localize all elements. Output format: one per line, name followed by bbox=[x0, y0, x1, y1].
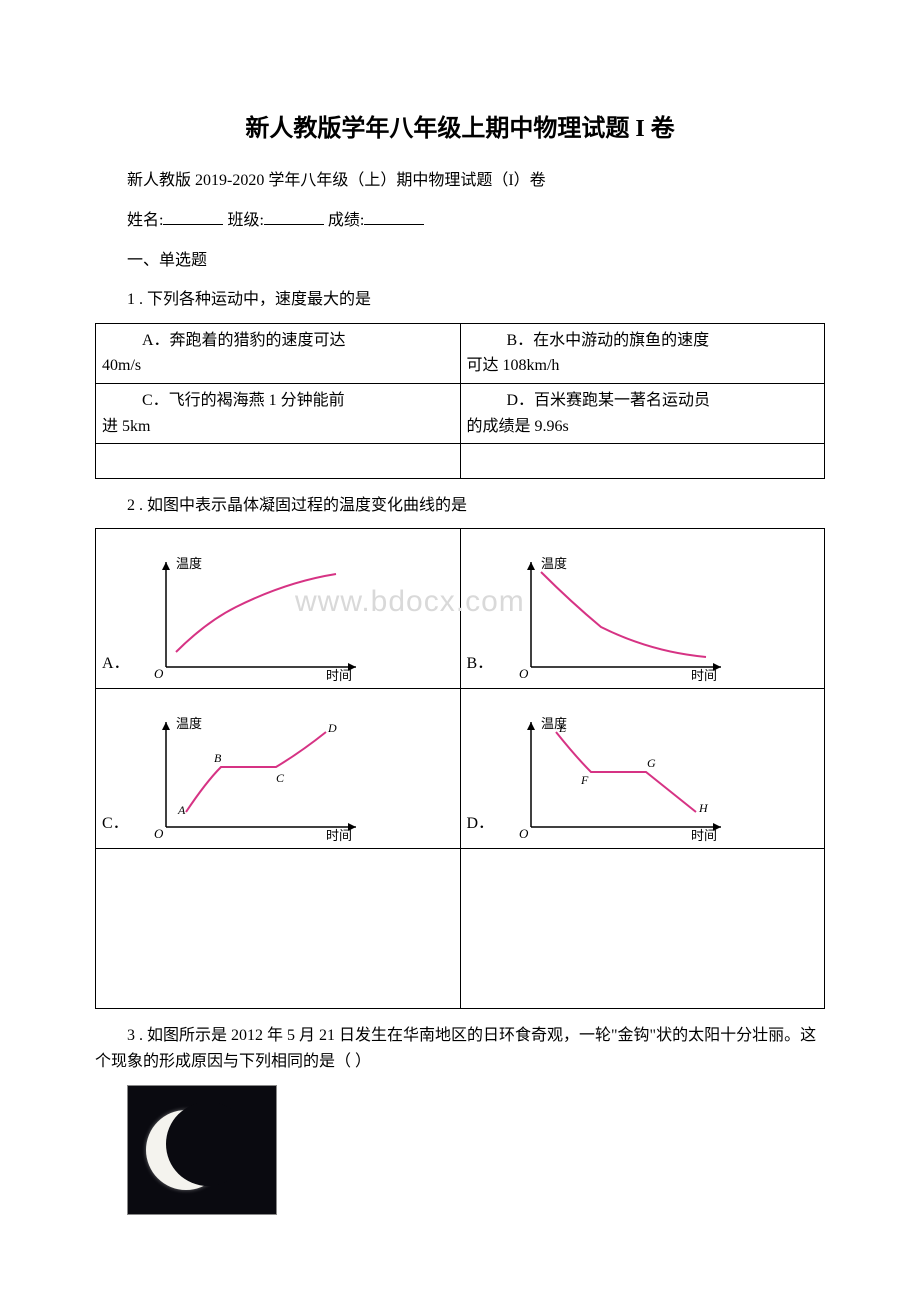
svg-text:温度: 温度 bbox=[541, 556, 567, 571]
svg-text:C: C bbox=[276, 771, 285, 785]
svg-text:O: O bbox=[154, 666, 164, 681]
q2-empty-cell-2 bbox=[460, 849, 825, 1009]
svg-text:温度: 温度 bbox=[176, 716, 202, 731]
svg-text:时间: 时间 bbox=[326, 668, 352, 682]
q2-cell-A: A． 温度 时间 O bbox=[96, 529, 461, 689]
eclipse-photo bbox=[127, 1085, 277, 1215]
q2-graphs-table: A． 温度 时间 O B． bbox=[95, 528, 825, 1009]
svg-text:F: F bbox=[580, 773, 589, 787]
q1-text: 1 . 下列各种运动中，速度最大的是 bbox=[95, 287, 825, 313]
q2-text: 2 . 如图中表示晶体凝固过程的温度变化曲线的是 bbox=[95, 493, 825, 519]
q2-label-C: C． bbox=[102, 811, 130, 843]
svg-text:时间: 时间 bbox=[326, 828, 352, 842]
svg-text:G: G bbox=[647, 756, 656, 770]
q1-optD-line1: D．百米赛跑某一著名运动员 bbox=[467, 388, 819, 414]
name-blank[interactable] bbox=[163, 209, 223, 225]
q1-optB-line2: 可达 108km/h bbox=[467, 353, 819, 379]
q1-optD-line2: 的成绩是 9.96s bbox=[467, 414, 819, 440]
svg-text:O: O bbox=[519, 826, 529, 841]
score-blank[interactable] bbox=[364, 209, 424, 225]
svg-text:A: A bbox=[177, 803, 186, 817]
q2-cell-C: C． 温度 时间 O A B C D bbox=[96, 689, 461, 849]
q1-options-table: A．奔跑着的猎豹的速度可达 40m/s B．在水中游动的旗鱼的速度 可达 108… bbox=[95, 323, 825, 479]
svg-text:B: B bbox=[214, 751, 222, 765]
q1-empty-cell-1 bbox=[96, 444, 461, 479]
q1-optA-line2: 40m/s bbox=[102, 353, 454, 379]
class-blank[interactable] bbox=[264, 209, 324, 225]
graph-A: 温度 时间 O bbox=[136, 552, 376, 682]
graph-D: 温度 时间 O E F G H bbox=[501, 712, 741, 842]
q1-optC: C．飞行的褐海燕 1 分钟能前 进 5km bbox=[96, 383, 461, 443]
name-label: 姓名: bbox=[127, 212, 163, 229]
svg-text:时间: 时间 bbox=[691, 668, 717, 682]
q1-empty-cell-2 bbox=[460, 444, 825, 479]
class-label: 班级: bbox=[227, 212, 263, 229]
section-heading: 一、单选题 bbox=[95, 248, 825, 274]
q2-label-A: A． bbox=[102, 651, 130, 683]
svg-text:温度: 温度 bbox=[176, 556, 202, 571]
svg-text:H: H bbox=[698, 801, 709, 815]
q1-optD: D．百米赛跑某一著名运动员 的成绩是 9.96s bbox=[460, 383, 825, 443]
page-title: 新人教版学年八年级上期中物理试题 I 卷 bbox=[95, 110, 825, 148]
subtitle: 新人教版 2019-2020 学年八年级（上）期中物理试题（I）卷 bbox=[95, 168, 825, 194]
q3-text: 3 . 如图所示是 2012 年 5 月 21 日发生在华南地区的日环食奇观，一… bbox=[95, 1023, 825, 1074]
q1-optA-line1: A．奔跑着的猎豹的速度可达 bbox=[102, 328, 454, 354]
svg-text:O: O bbox=[519, 666, 529, 681]
crescent-icon bbox=[146, 1110, 226, 1190]
q2-empty-cell-1 bbox=[96, 849, 461, 1009]
graph-B: 温度 时间 O bbox=[501, 552, 741, 682]
q2-cell-B: B． 温度 时间 O bbox=[460, 529, 825, 689]
form-line: 姓名: 班级: 成绩: bbox=[95, 208, 825, 234]
q1-optB-line1: B．在水中游动的旗鱼的速度 bbox=[467, 328, 819, 354]
q1-optC-line1: C．飞行的褐海燕 1 分钟能前 bbox=[102, 388, 454, 414]
q1-optC-line2: 进 5km bbox=[102, 414, 454, 440]
svg-text:O: O bbox=[154, 826, 164, 841]
graph-C: 温度 时间 O A B C D bbox=[136, 712, 376, 842]
q1-optB: B．在水中游动的旗鱼的速度 可达 108km/h bbox=[460, 323, 825, 383]
svg-text:时间: 时间 bbox=[691, 828, 717, 842]
score-label: 成绩: bbox=[328, 212, 364, 229]
q1-optA: A．奔跑着的猎豹的速度可达 40m/s bbox=[96, 323, 461, 383]
svg-text:E: E bbox=[558, 721, 567, 735]
q2-label-B: B． bbox=[467, 651, 495, 683]
svg-text:D: D bbox=[327, 721, 337, 735]
q2-label-D: D． bbox=[467, 811, 495, 843]
q2-cell-D: D． 温度 时间 O E F G H bbox=[460, 689, 825, 849]
